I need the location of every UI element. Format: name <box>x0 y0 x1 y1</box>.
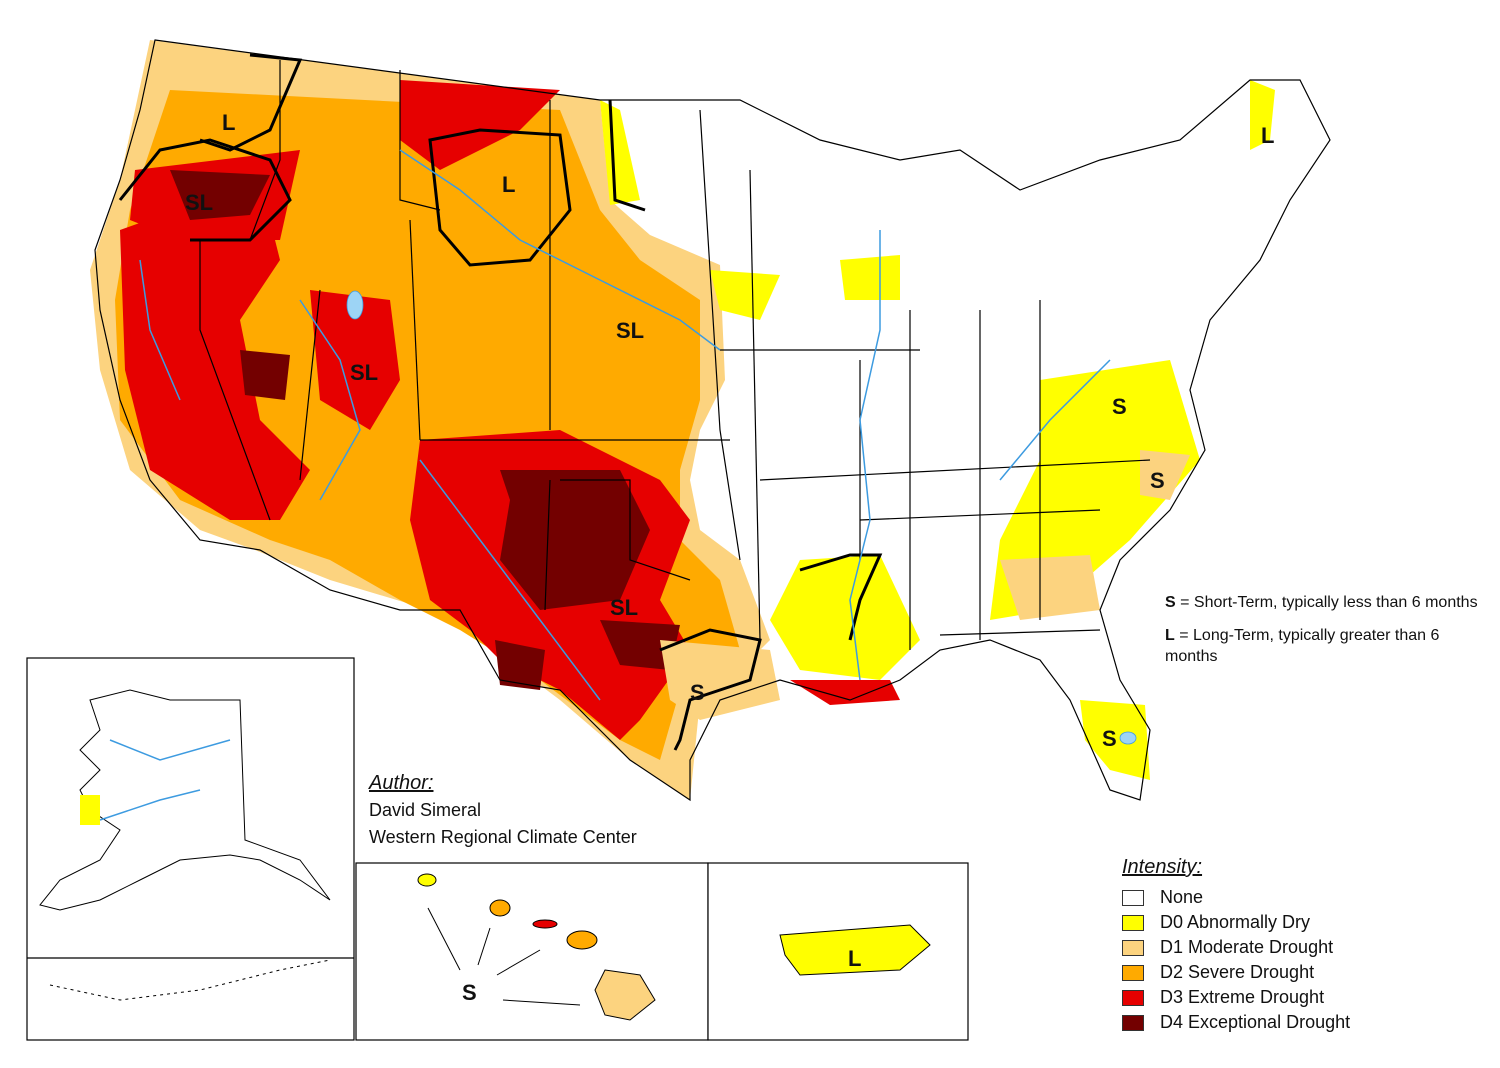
label-oregon-shortlong: SL <box>185 190 213 215</box>
legend-item: D4 Exceptional Drought <box>1122 1010 1350 1035</box>
lakes <box>346 290 1137 745</box>
label-carolina-shortterm: S <box>1150 468 1165 493</box>
legend-label: D4 Exceptional Drought <box>1160 1012 1351 1032</box>
term-notes: S = Short-Term, typically less than 6 mo… <box>1165 592 1485 679</box>
label-puertorico-longterm: L <box>848 946 861 971</box>
label-plains-shortlong: SL <box>616 318 644 343</box>
label-florida-shortterm: S <box>1102 726 1117 751</box>
author-block: Author: David Simeral Western Regional C… <box>369 770 637 851</box>
long-term-note: L = Long-Term, typically greater than 6 … <box>1165 625 1485 667</box>
alaska-inset <box>26 657 355 1041</box>
legend-heading: Intensity: <box>1122 856 1203 878</box>
legend-swatch <box>1122 989 1144 1006</box>
legend-label: D2 Severe Drought <box>1160 962 1315 982</box>
puertorico-inset: L <box>707 862 969 1041</box>
label-utah-shortlong: SL <box>350 360 378 385</box>
author-name: David Simeral <box>369 800 482 820</box>
legend-rows: None D0 Abnormally Dry D1 Moderate Drought… <box>1122 885 1350 1035</box>
long-term-text: = Long-Term, typically greater than 6 mo… <box>1165 627 1440 665</box>
label-montana-longterm: L <box>502 172 515 197</box>
drought-layer-d4 <box>170 170 680 690</box>
legend-item: D0 Abnormally Dry <box>1122 910 1350 935</box>
legend-label: D0 Abnormally Dry <box>1160 912 1311 932</box>
label-virginia-shortterm: S <box>1112 394 1127 419</box>
legend-item: D2 Severe Drought <box>1122 960 1350 985</box>
legend-swatch <box>1122 939 1144 956</box>
us-outline <box>94 39 1331 802</box>
drought-layer-d0 <box>600 80 1275 780</box>
legend-label: D1 Moderate Drought <box>1160 937 1334 957</box>
rivers <box>139 149 1111 701</box>
intensity-legend: Intensity: None D0 Abnormally Dry D1 Moder… <box>1122 856 1350 1035</box>
legend-swatch <box>1122 889 1144 906</box>
legend-swatch <box>1122 964 1144 981</box>
long-term-key: L <box>1165 627 1175 644</box>
legend-swatch <box>1122 1014 1144 1031</box>
label-maine-longterm: L <box>1261 123 1274 148</box>
hawaii-inset: S <box>355 862 709 1041</box>
short-term-key: S <box>1165 594 1176 611</box>
author-heading: Author: <box>369 772 434 794</box>
legend-swatch <box>1122 914 1144 931</box>
short-term-note: S = Short-Term, typically less than 6 mo… <box>1165 592 1485 613</box>
label-pnw-longterm: L <box>222 110 235 135</box>
label-hawaii-shortterm: S <box>462 980 477 1005</box>
author-org: Western Regional Climate Center <box>369 827 637 847</box>
label-texas-shortlong: SL <box>610 595 638 620</box>
label-gulf-shortterm: S <box>690 680 705 705</box>
short-term-text: = Short-Term, typically less than 6 mont… <box>1175 594 1478 611</box>
legend-item: D1 Moderate Drought <box>1122 935 1350 960</box>
legend-item: D3 Extreme Drought <box>1122 985 1350 1010</box>
legend-item: None <box>1122 885 1350 910</box>
legend-label: D3 Extreme Drought <box>1160 987 1325 1007</box>
legend-label: None <box>1160 887 1204 907</box>
